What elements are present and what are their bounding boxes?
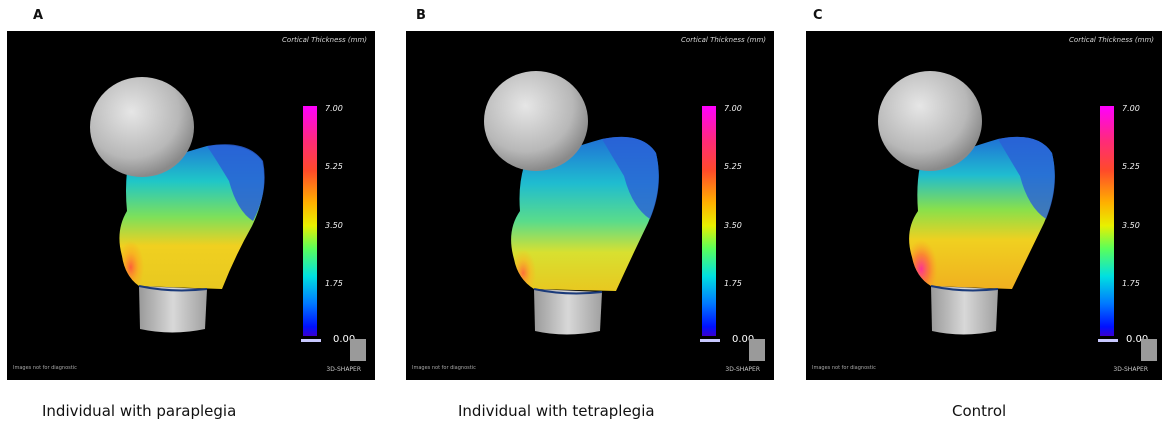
thickness-hotspot <box>511 216 552 289</box>
femoral-head <box>90 77 194 177</box>
scale-label-min: 0.00 <box>732 334 755 345</box>
panel-c: C Cortical Thickness (mm) <box>800 0 1165 425</box>
software-label: 3D-SHAPER <box>1113 366 1148 373</box>
scale-label-1-75: 1.75 <box>325 279 343 288</box>
femur-viewer: Cortical Thickness (mm) <box>806 31 1162 380</box>
cut-line <box>138 285 208 292</box>
watermark-text: Images not for diagnostic <box>812 365 876 371</box>
femur-shaft <box>534 289 602 335</box>
scale-label-3-50: 3.50 <box>325 221 343 230</box>
femur-render <box>878 71 1055 335</box>
panel-letter: A <box>33 8 44 23</box>
scale-label-1-75: 1.75 <box>1122 279 1140 288</box>
panel-a: A Cortical Thickness (mm) <box>0 0 375 425</box>
scale-min-marker <box>700 339 720 342</box>
software-logo-icon <box>1141 339 1157 361</box>
thickness-scale-bar <box>303 106 317 336</box>
thickness-hotspot <box>119 211 158 286</box>
panel-b: B Cortical Thickness (mm) <box>403 0 774 425</box>
greater-trochanter <box>998 136 1055 219</box>
viewer-title: Cortical Thickness (mm) <box>1069 36 1154 44</box>
thickness-scale-bar <box>1100 106 1114 336</box>
scale-label-min: 0.00 <box>1126 334 1149 345</box>
viewer-title: Cortical Thickness (mm) <box>681 36 766 44</box>
software-logo-icon <box>350 339 366 361</box>
software-logo-icon <box>749 339 765 361</box>
femoral-head <box>484 71 588 171</box>
cut-line <box>930 285 999 292</box>
thickness-scale-bar <box>702 106 716 336</box>
scale-label-5-25: 5.25 <box>325 162 343 171</box>
femur-viewer: Cortical Thickness (mm) <box>7 31 375 380</box>
software-label: 3D-SHAPER <box>326 366 361 373</box>
femur-shaft <box>139 286 207 333</box>
scale-label-max: 7.00 <box>325 104 343 113</box>
femur-viewer: Cortical Thickness (mm) <box>406 31 774 380</box>
panel-letter: B <box>416 8 426 23</box>
greater-trochanter <box>602 136 659 219</box>
greater-trochanter <box>207 144 265 221</box>
scale-min-marker <box>301 339 321 342</box>
scale-label-max: 7.00 <box>724 104 742 113</box>
femur-shaft <box>931 286 998 335</box>
femoral-head <box>878 71 982 171</box>
scale-label-3-50: 3.50 <box>1122 221 1140 230</box>
scale-min-marker <box>1098 339 1118 342</box>
scale-label-3-50: 3.50 <box>724 221 742 230</box>
panel-caption: Individual with tetraplegia <box>458 402 655 420</box>
femur-render <box>90 77 265 333</box>
scale-label-5-25: 5.25 <box>724 162 742 171</box>
viewer-title: Cortical Thickness (mm) <box>282 36 367 44</box>
panel-caption: Control <box>952 402 1007 420</box>
watermark-text: Images not for diagnostic <box>412 365 476 371</box>
thickness-hotspot <box>909 209 953 286</box>
scale-label-1-75: 1.75 <box>724 279 742 288</box>
scale-label-max: 7.00 <box>1122 104 1140 113</box>
panel-caption: Individual with paraplegia <box>42 402 237 420</box>
panel-letter: C <box>813 8 823 23</box>
femur-render <box>484 71 659 335</box>
watermark-text: Images not for diagnostic <box>13 365 77 371</box>
scale-label-min: 0.00 <box>333 334 356 345</box>
cut-line <box>533 288 603 295</box>
software-label: 3D-SHAPER <box>725 366 760 373</box>
scale-label-5-25: 5.25 <box>1122 162 1140 171</box>
